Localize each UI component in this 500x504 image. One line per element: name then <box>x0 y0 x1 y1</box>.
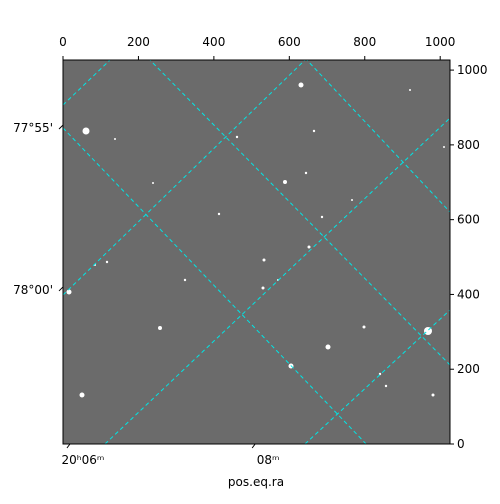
x-tick-label: 600 <box>278 35 301 49</box>
x-tick-label: 800 <box>353 35 376 49</box>
x-axis-label: pos.eq.ra <box>228 475 284 489</box>
dec-tick <box>58 286 64 292</box>
y-tick-label: 800 <box>457 138 480 152</box>
y-tick-label: 200 <box>457 362 480 376</box>
dec-tick-label: 77°55' <box>13 121 53 135</box>
stars <box>66 82 445 398</box>
ra-tick-label: 20ʰ06ᵐ <box>62 453 105 467</box>
dec-tick <box>58 124 64 130</box>
sky-image <box>63 60 450 444</box>
y-tick-label: 600 <box>457 213 480 227</box>
frame <box>62 59 451 445</box>
y-tick-label: 1000 <box>457 63 488 77</box>
ra-tick <box>66 443 71 449</box>
x-tick-label: 0 <box>59 35 67 49</box>
y-tick-label: 400 <box>457 287 480 301</box>
coordinate-grid <box>63 60 450 444</box>
dec-tick-label: 78°00' <box>13 283 53 297</box>
ra-tick <box>251 443 256 449</box>
x-tick-label: 1000 <box>425 35 456 49</box>
ra-tick-label: 08ᵐ <box>257 453 280 467</box>
y-tick-label: 0 <box>457 437 465 451</box>
x-tick-label: 200 <box>127 35 150 49</box>
x-tick-label: 400 <box>202 35 225 49</box>
